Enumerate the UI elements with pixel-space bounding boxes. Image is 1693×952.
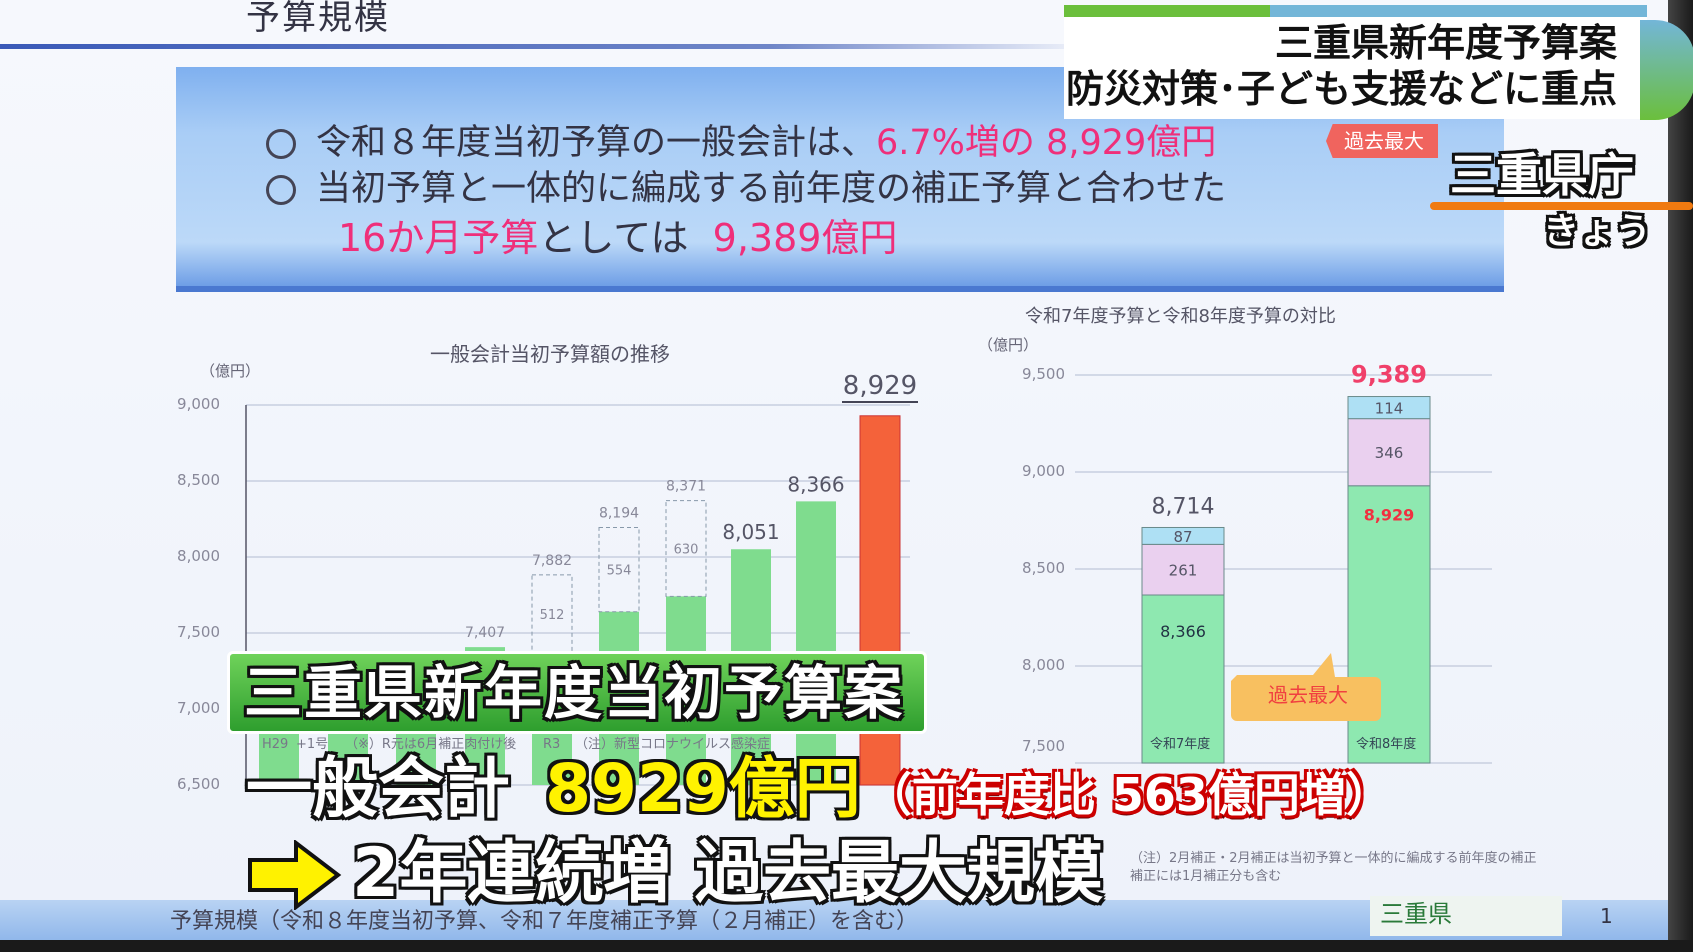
record-high-tag: 過去最大 (1326, 124, 1438, 158)
y-tick-label: 8,500 (177, 471, 220, 489)
location-underline (1430, 202, 1693, 210)
bullet-highlight: 6.7%増の 8,929億円 (876, 123, 1217, 163)
headline-accent-tab (1640, 20, 1693, 120)
bar-value-label: 8,371 (666, 479, 706, 495)
y-tick-label: 7,500 (1022, 737, 1065, 755)
bar-value-label: 8,194 (599, 506, 639, 522)
footer-text: 予算規模（令和８年度当初予算、令和７年度補正予算（２月補正）を含む） (170, 909, 919, 934)
caption-increase: （前年度比 563億円増） (865, 768, 1392, 822)
segment-label: 346 (1375, 444, 1404, 462)
stacked-segment (1141, 543, 1225, 596)
category-note: （注）新型コロナウイルス感染症 (575, 737, 771, 752)
bullet-2-line2: 16か月予算としては 9,389億円 (338, 216, 898, 261)
y-tick-label: 9,500 (1022, 365, 1065, 383)
bar-value-label: 8,051 (722, 520, 779, 544)
bullet-2-line1: 当初予算と一体的に編成する前年度の補正予算と合わせた (316, 169, 1227, 209)
circle-icon (266, 129, 296, 159)
caption-title-box: 三重県新年度当初予算案 (227, 651, 927, 734)
supplement-bar (598, 527, 640, 613)
y-tick-label: 6,500 (177, 775, 220, 793)
bar-value-label: 7,407 (465, 625, 505, 641)
stacked-segment (1347, 396, 1431, 420)
y-tick-label: 8,500 (1022, 559, 1065, 577)
mie-logo: 三重県 (1370, 896, 1562, 936)
bar-value-label: 8,929 (843, 371, 917, 401)
supplement-label: 630 (674, 542, 699, 557)
total-label: 8,714 (1152, 494, 1215, 519)
supplement-label: 554 (607, 564, 632, 579)
supplement-label: 512 (540, 608, 565, 623)
callout-bubble (1231, 653, 1381, 721)
stacked-segment (1347, 418, 1431, 487)
headline-accent (1270, 5, 1647, 17)
headline-box: 三重県新年度予算案 防災対策･子ども支援などに重点 (1064, 5, 1647, 119)
segment-label: 114 (1375, 400, 1404, 418)
y-tick-label: 7,500 (177, 623, 220, 641)
bar (796, 501, 836, 785)
location-label: 三重県庁 (1450, 148, 1634, 202)
bullet-text: 令和８年度当初予算の一般会計は、 (316, 123, 877, 163)
logo-text: 三重県 (1380, 900, 1452, 928)
segment-label: 87 (1173, 528, 1192, 546)
stacked-segment (1141, 526, 1225, 545)
circle-icon (266, 175, 296, 205)
caption-title: 三重県新年度当初予算案 (244, 659, 905, 727)
caption-line-1: 一般会計 8929億円 （前年度比 563億円増） (246, 756, 1392, 824)
stacked-segment (1347, 485, 1431, 764)
segment-label: 261 (1169, 562, 1198, 580)
x-tick-label: 令和7年度 (1150, 737, 1211, 752)
y-tick-label: 8,000 (1022, 656, 1065, 674)
monitor-bezel (1668, 0, 1693, 952)
slide-title: 予算規模 (246, 0, 390, 38)
supplement-bar (665, 500, 707, 597)
bullet-highlight: 9,389億円 (712, 216, 898, 260)
segment-label: 8,929 (1364, 506, 1415, 525)
chart2-title: 令和7年度予算と令和8年度予算の対比 (1025, 306, 1336, 327)
bar-value-label: 8,366 (787, 472, 844, 496)
presentation-slide: 予算規模 令和８年度当初予算の一般会計は、6.7%増の 8,929億円 当初予算… (0, 0, 1670, 942)
y-tick-label: 7,000 (177, 699, 220, 717)
time-label: きょう (1543, 211, 1652, 252)
x-tick-label: 令和8年度 (1356, 737, 1417, 752)
y-tick-label: 9,000 (1022, 462, 1065, 480)
y-tick-label: 8,000 (177, 547, 220, 565)
callout-text: 過去最大 (1268, 683, 1348, 707)
chart1-unit: （億円） (200, 362, 261, 380)
caption-amount: 8929億円 (545, 750, 861, 827)
bullet-highlight: 16か月予算 (338, 216, 539, 260)
stacked-segment (1141, 594, 1225, 764)
caption-general-account: 一般会計 (246, 750, 510, 827)
chart2-note: （注）2月補正・2月補正は当初予算と一体的に編成する前年度の補正 (1130, 851, 1537, 866)
category-note: （※）R元は6月補正肉付け後 (345, 737, 517, 752)
monitor-bezel-bottom (0, 940, 1693, 952)
bar-value-label: 7,882 (532, 553, 572, 569)
bullet-text: としては (538, 216, 689, 260)
segment-label: 8,366 (1160, 622, 1206, 641)
x-tick-label: H29 (262, 737, 289, 752)
total-label: 9,389 (1351, 361, 1427, 389)
page-number: 1 (1600, 904, 1613, 928)
chart2-note: 補正には1月補正分も含む (1130, 869, 1282, 884)
caption-line-2: 2年連続増 過去最大規模 (352, 834, 1103, 913)
category-note: +1号 (296, 737, 329, 752)
title-underline (0, 44, 1100, 49)
headline-2: 防災対策･子ども支援などに重点 (1065, 67, 1617, 111)
bullet-1: 令和８年度当初予算の一般会計は、6.7%増の 8,929億円 (316, 123, 1216, 163)
chart1-title: 一般会計当初予算額の推移 (430, 342, 670, 366)
x-tick-label: R3 (543, 737, 561, 752)
y-tick-label: 9,000 (177, 395, 220, 413)
supplement-bar (531, 574, 573, 654)
chart2-unit: （億円） (978, 336, 1039, 354)
headline-1: 三重県新年度予算案 (1274, 21, 1617, 65)
arrow-right-icon (246, 840, 342, 910)
